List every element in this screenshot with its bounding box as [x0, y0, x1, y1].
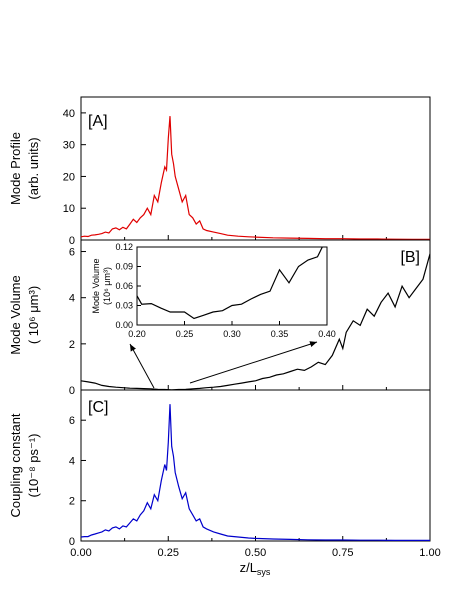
x-tick-label: 0.75: [332, 547, 353, 559]
y-tick-label: 10: [63, 203, 75, 215]
y-tick-label: 2: [69, 496, 75, 508]
y-axis-label: Mode Profile: [8, 132, 23, 205]
inset-y-axis-label-units: (10⁶ μm³): [102, 267, 112, 305]
inset-x-tick-label: 0.35: [271, 329, 289, 339]
x-axis-label: z/Lsys: [240, 560, 271, 577]
panel-label: [B]: [400, 249, 420, 266]
inset-y-tick-label: 0.09: [115, 262, 133, 272]
mode-profile-panel: 0 10 20 30 40 [A] Mode Profile (arb. units): [8, 96, 431, 247]
coupling-constant-panel: 0 2 4 6 0.00 0.25 0.50 0.75 1.00 [C] Coupling cons…: [8, 389, 441, 577]
y-tick-label: 2: [69, 339, 75, 351]
x-tick-label: 1.00: [419, 547, 440, 559]
y-axis-label-units: (10⁻⁸ ps⁻¹): [26, 434, 41, 498]
y-tick-label: 20: [63, 171, 75, 183]
y-tick-label: 6: [69, 415, 75, 427]
inset-y-tick-label: 0.12: [115, 242, 133, 252]
panel-label: [C]: [88, 399, 108, 416]
series-line: [80, 404, 430, 542]
y-tick-label: 40: [63, 108, 75, 120]
x-tick-label: 0.00: [70, 547, 91, 559]
y-tick-label: 4: [69, 293, 75, 305]
y-axis-label-units: ( 10⁶ μm³): [26, 286, 41, 344]
y-tick-label: 6: [69, 247, 75, 259]
inset-y-tick-label: 0.00: [115, 320, 133, 330]
inset-x-tick-label: 0.20: [128, 329, 146, 339]
inset-x-tick-label: 0.25: [176, 329, 194, 339]
y-axis-label: Coupling constant: [8, 413, 23, 517]
inset-x-tick-label: 0.40: [318, 329, 336, 339]
y-tick-label: 0: [69, 536, 75, 548]
inset-frame: [136, 246, 328, 326]
x-tick-label: 0.25: [158, 547, 179, 559]
inset-series-line: [136, 246, 323, 320]
y-tick-label: 0: [69, 235, 75, 247]
inset-y-tick-label: 0.06: [115, 281, 133, 291]
y-axis-label-units: (arb. units): [26, 137, 41, 199]
inset-y-axis-label: Mode Volume: [91, 258, 101, 313]
inset-x-tick-label: 0.30: [223, 329, 241, 339]
y-tick-label: 4: [69, 455, 75, 467]
x-tick-label: 0.50: [245, 547, 266, 559]
mode-volume-inset: 0.00 0.03 0.06 0.09 0.12 0.20 0.25 0.30 0.35 0.40…: [91, 242, 336, 339]
arrow-right: [189, 341, 318, 384]
inset-y-tick-label: 0.03: [115, 301, 133, 311]
panel-label: [A]: [88, 113, 108, 130]
y-tick-label: 0: [69, 385, 75, 397]
series-line: [80, 253, 431, 391]
y-axis-label: Mode Volume: [8, 275, 23, 355]
series-line: [80, 116, 430, 240]
arrow-left: [129, 343, 155, 389]
y-tick-label: 30: [63, 140, 75, 152]
inset-pointer-arrows: [129, 341, 318, 389]
